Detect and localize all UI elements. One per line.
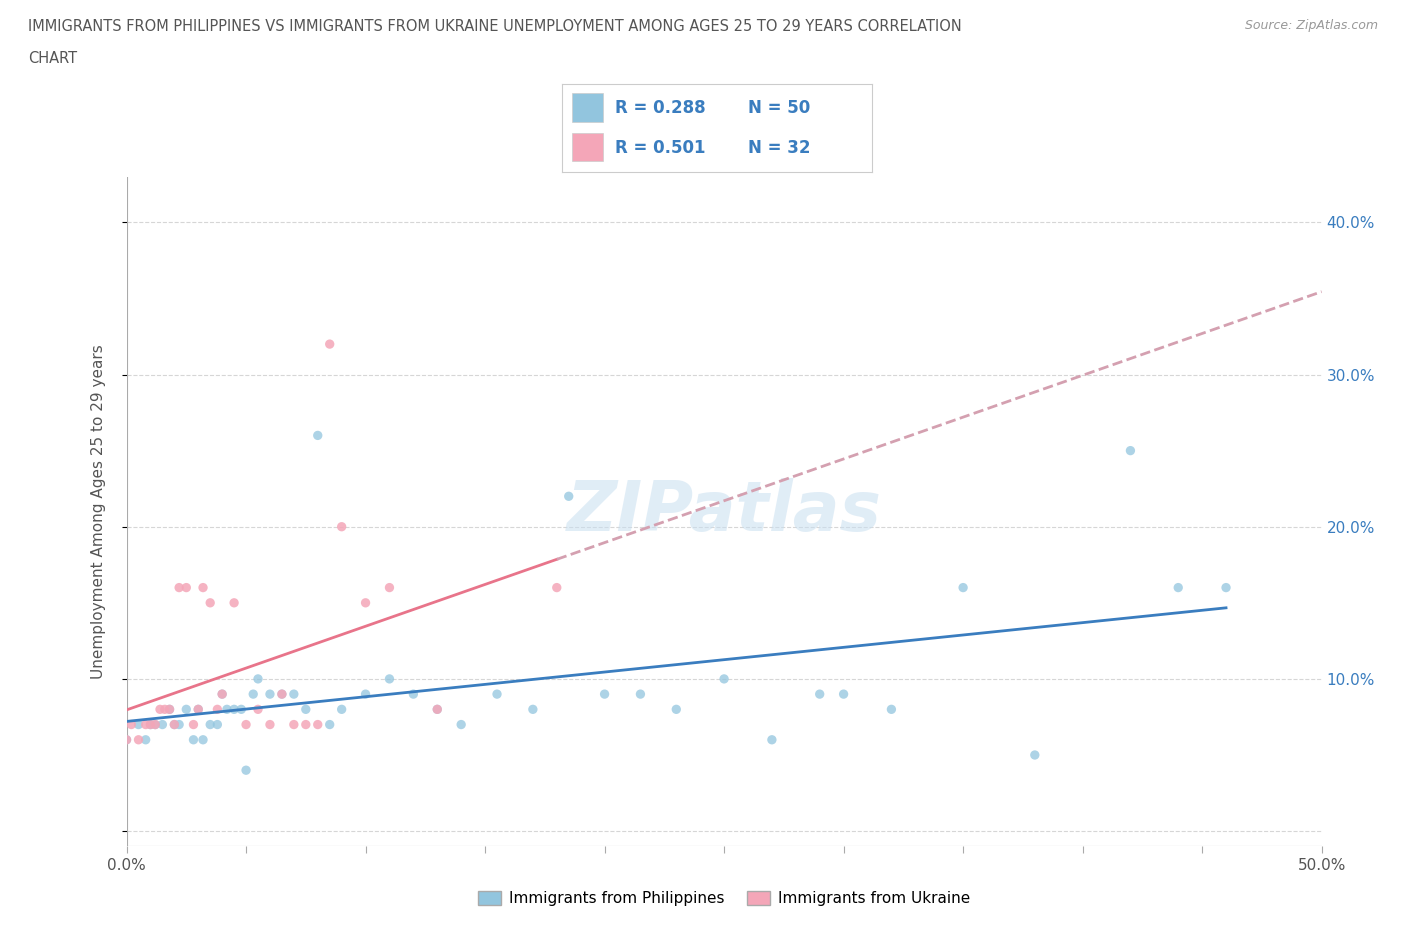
Point	[207, 717, 229, 732]
Point	[200, 717, 222, 732]
Point	[211, 686, 233, 701]
Point	[593, 686, 616, 701]
Point	[270, 686, 294, 701]
Point	[318, 717, 342, 732]
Text: ZIPatlas: ZIPatlas	[567, 478, 882, 545]
Point	[402, 686, 425, 701]
Text: Source: ZipAtlas.com: Source: ZipAtlas.com	[1244, 19, 1378, 32]
Point	[143, 717, 166, 732]
Point	[174, 702, 197, 717]
Point	[183, 717, 205, 732]
Text: R = 0.288: R = 0.288	[614, 100, 706, 117]
Point	[174, 580, 197, 595]
Point	[139, 717, 162, 732]
Point	[378, 580, 401, 595]
Point	[259, 717, 281, 732]
Point	[159, 702, 181, 717]
Point	[143, 717, 166, 732]
Point	[191, 732, 214, 747]
Point	[127, 732, 149, 747]
Point	[127, 717, 149, 732]
Point	[557, 489, 581, 504]
Point	[665, 702, 688, 717]
Point	[187, 702, 209, 717]
Point	[183, 732, 205, 747]
Point	[135, 732, 157, 747]
Point	[115, 732, 138, 747]
Point	[522, 702, 544, 717]
Point	[1167, 580, 1189, 595]
Point	[159, 702, 181, 717]
Point	[247, 702, 270, 717]
Point	[150, 717, 174, 732]
Point	[222, 702, 246, 717]
Point	[354, 686, 377, 701]
Point	[115, 732, 138, 747]
Point	[235, 717, 257, 732]
Point	[307, 717, 329, 732]
Point	[283, 717, 305, 732]
Text: N = 32: N = 32	[748, 140, 810, 157]
Point	[235, 763, 257, 777]
Point	[211, 686, 233, 701]
Point	[187, 702, 209, 717]
Point	[546, 580, 568, 595]
Point	[215, 702, 238, 717]
Point	[294, 717, 316, 732]
Point	[832, 686, 855, 701]
Point	[200, 595, 222, 610]
Point	[318, 337, 342, 352]
Point	[1119, 444, 1142, 458]
Point	[247, 671, 270, 686]
Legend: Immigrants from Philippines, Immigrants from Ukraine: Immigrants from Philippines, Immigrants …	[472, 885, 976, 912]
Point	[880, 702, 903, 717]
Text: N = 50: N = 50	[748, 100, 810, 117]
Y-axis label: Unemployment Among Ages 25 to 29 years: Unemployment Among Ages 25 to 29 years	[91, 344, 105, 679]
Point	[259, 686, 281, 701]
FancyBboxPatch shape	[572, 93, 603, 122]
Point	[330, 702, 353, 717]
Point	[167, 717, 190, 732]
Point	[426, 702, 449, 717]
Point	[713, 671, 735, 686]
Point	[283, 686, 305, 701]
Point	[628, 686, 651, 701]
Point	[242, 686, 264, 701]
Point	[330, 519, 353, 534]
Point	[270, 686, 294, 701]
Point	[231, 702, 253, 717]
Point	[191, 580, 214, 595]
Text: IMMIGRANTS FROM PHILIPPINES VS IMMIGRANTS FROM UKRAINE UNEMPLOYMENT AMONG AGES 2: IMMIGRANTS FROM PHILIPPINES VS IMMIGRANT…	[28, 19, 962, 33]
Point	[167, 580, 190, 595]
Point	[207, 702, 229, 717]
Point	[153, 702, 176, 717]
Point	[450, 717, 472, 732]
Point	[222, 595, 246, 610]
Point	[808, 686, 831, 701]
Point	[294, 702, 316, 717]
Point	[149, 702, 172, 717]
Point	[486, 686, 509, 701]
FancyBboxPatch shape	[572, 133, 603, 162]
Point	[139, 717, 162, 732]
Text: CHART: CHART	[28, 51, 77, 66]
Point	[1215, 580, 1237, 595]
Point	[135, 717, 157, 732]
Point	[354, 595, 377, 610]
Point	[163, 717, 186, 732]
Point	[307, 428, 329, 443]
Point	[952, 580, 974, 595]
Point	[426, 702, 449, 717]
Point	[120, 717, 142, 732]
Point	[761, 732, 783, 747]
Point	[378, 671, 401, 686]
Point	[163, 717, 186, 732]
Point	[1024, 748, 1046, 763]
Text: R = 0.501: R = 0.501	[614, 140, 706, 157]
